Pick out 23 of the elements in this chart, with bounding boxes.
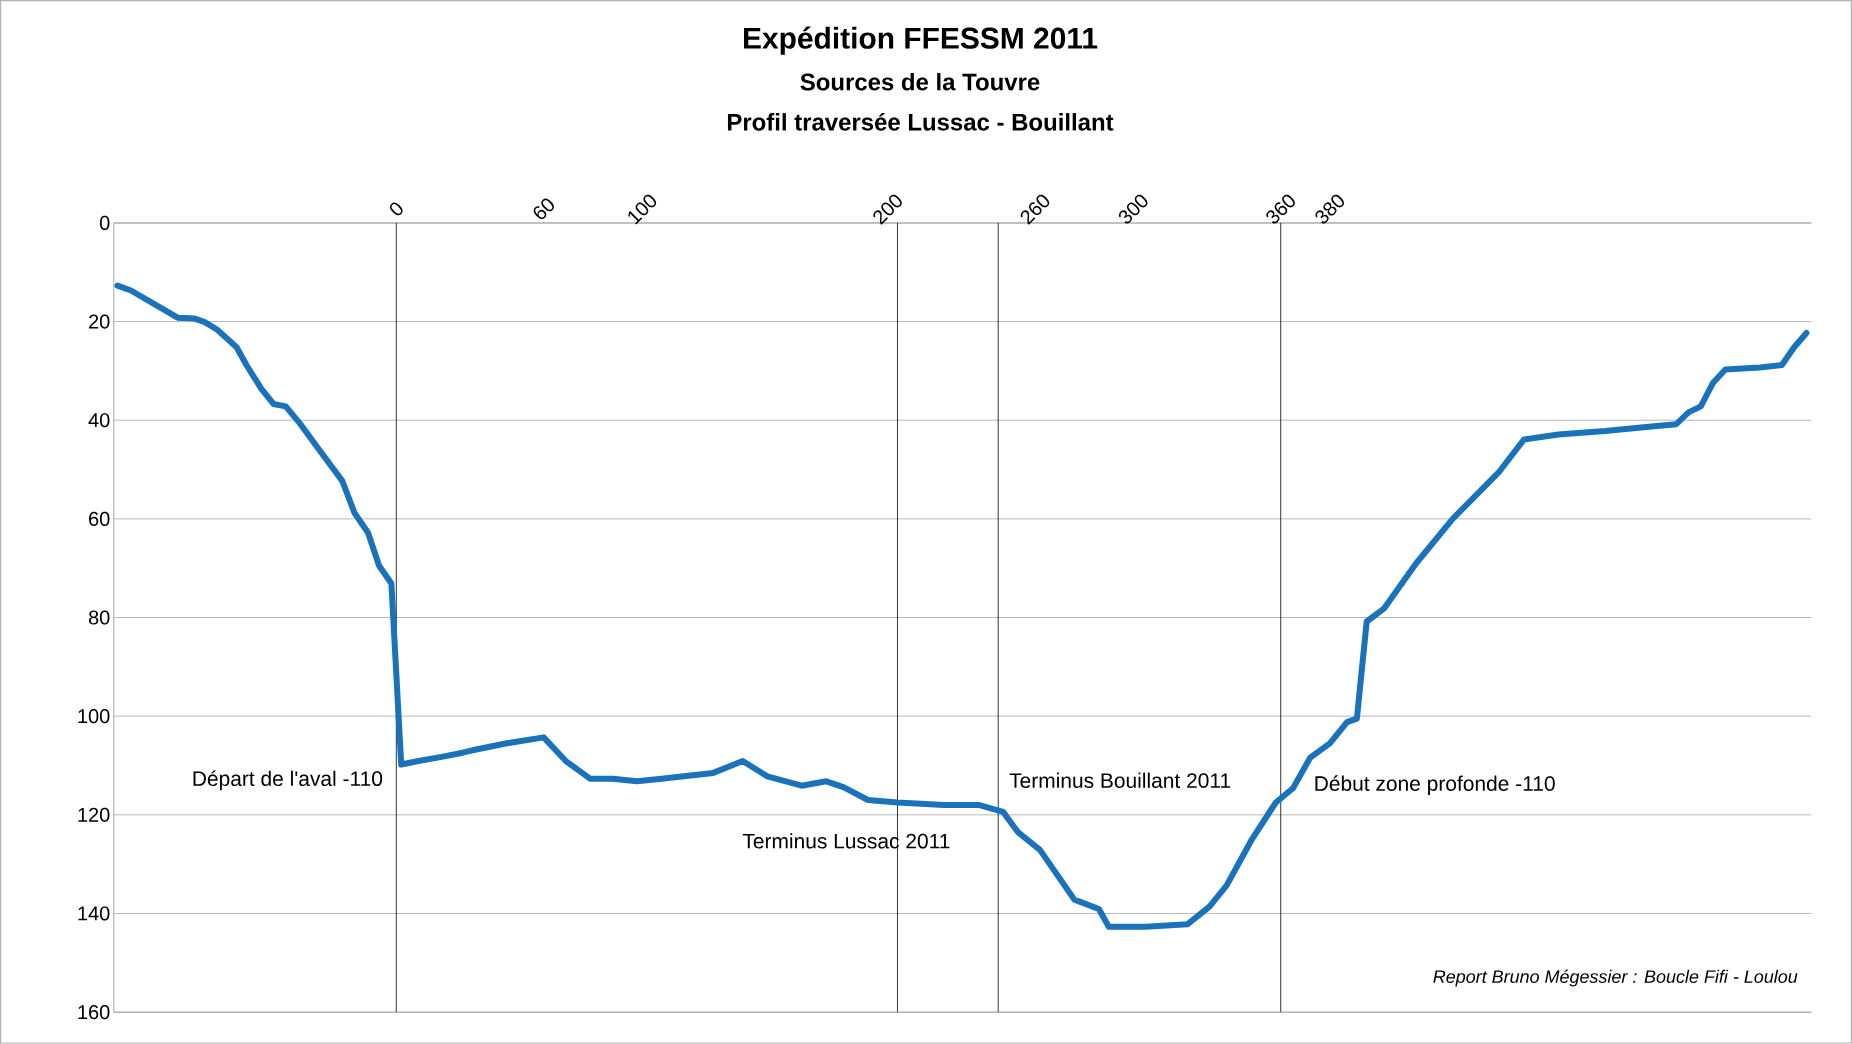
ref-line-label: Terminus Bouillant 2011 — [1009, 772, 1231, 789]
text: Profil traversée Lussac - Bouillant — [727, 112, 1114, 131]
x-tick-label: 200 — [873, 194, 902, 225]
y-tick-label: 160 — [78, 1005, 110, 1020]
ref-line-label: Départ de l'aval -110 — [193, 770, 383, 791]
x-tick-label: 260 — [1020, 194, 1050, 225]
x-tick-label: 360 — [1266, 194, 1295, 224]
x-tick-label: 0 — [389, 202, 403, 216]
y-tick-label: 120 — [78, 807, 110, 822]
y-tick-label: 140 — [78, 906, 110, 921]
annotation: Report Bruno Mégessier : Boucle Fifi - Loulou — [1433, 969, 1798, 987]
x-tick-label: 60 — [533, 198, 554, 220]
x-tick-label: 300 — [1118, 194, 1148, 224]
x-tick-label: 380 — [1315, 194, 1344, 224]
chart-title: Expédition FFESSM 2011 — [744, 26, 1098, 55]
y-tick-label: 100 — [78, 709, 110, 724]
x-tick-label: 100 — [628, 194, 657, 225]
y-tick-label: 20 — [89, 314, 110, 329]
chart-subtitle: Sources de la Touvre — [800, 73, 1040, 91]
y-tick-label: 60 — [89, 511, 110, 527]
y-tick-label: 40 — [88, 413, 110, 428]
ref-line-label: Début zone profonde -110 — [1315, 775, 1555, 796]
y-tick-label: 80 — [88, 610, 110, 625]
